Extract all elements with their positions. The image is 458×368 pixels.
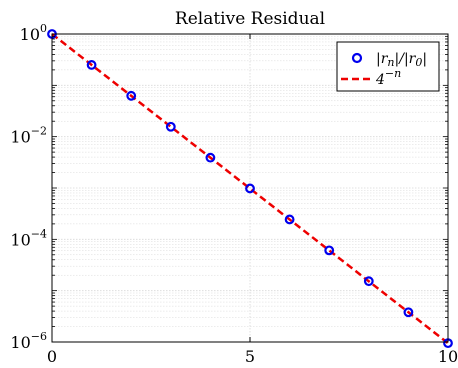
x-tick-label: 0	[47, 347, 57, 366]
data-point-residual	[363, 276, 374, 287]
x-tick-label: 5	[245, 347, 255, 366]
legend-box	[336, 41, 440, 92]
data-point-residual	[284, 214, 295, 225]
data-point-residual	[324, 245, 335, 256]
series-4-power-neg-n	[51, 33, 449, 345]
line-4-power-neg-n	[51, 33, 449, 345]
chart-title: Relative Residual	[175, 9, 325, 29]
data-point-residual	[126, 90, 137, 101]
tick-labels: 0 5 10 100 10−2 10−4 10−6	[10, 22, 458, 366]
x-tick-label: 10	[438, 347, 458, 366]
legend: |rn|/|r0| 4−n	[336, 41, 440, 92]
legend-label-residual: |rn|/|r0|	[376, 51, 427, 69]
data-point-residual	[165, 121, 176, 132]
y-tick-label: 10−2	[10, 125, 47, 147]
ticks	[51, 34, 449, 343]
y-tick-label: 100	[20, 22, 47, 44]
y-tick-label: 10−6	[10, 330, 47, 352]
data-point-residual	[86, 60, 97, 70]
series-residual-markers	[47, 29, 453, 349]
data-point-residual	[205, 152, 216, 163]
data-point-residual	[403, 307, 414, 318]
data-point-residual	[245, 183, 255, 194]
legend-marker-residual	[351, 52, 363, 64]
legend-label-4-power: 4−n	[375, 67, 401, 88]
y-tick-label: 10−4	[10, 227, 47, 249]
